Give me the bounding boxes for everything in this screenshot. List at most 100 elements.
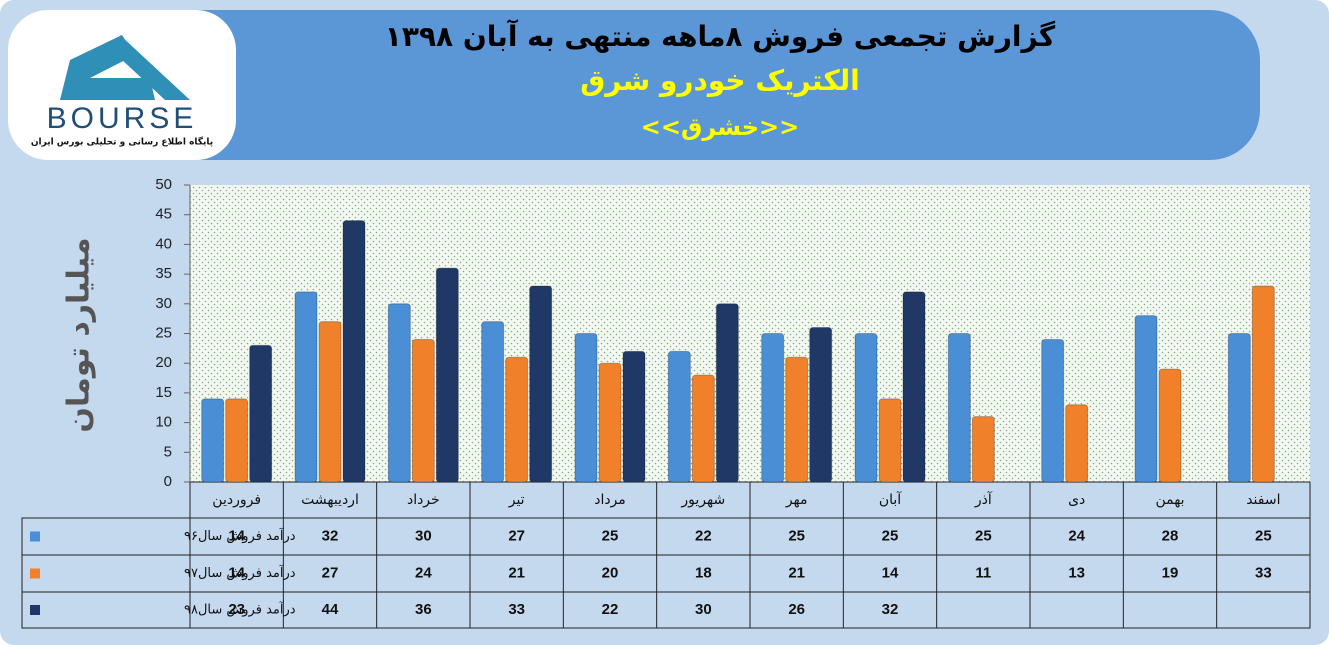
- bar: [902, 291, 926, 483]
- logo-text: BOURSE: [47, 102, 198, 135]
- bar: [411, 338, 435, 483]
- legend-label: درآمد فروش سال۹۸: [184, 601, 296, 618]
- table-cell: 33: [1255, 564, 1272, 581]
- table-cell: 27: [322, 564, 339, 581]
- bar: [667, 350, 691, 483]
- legend-label: درآمد فروش سال۹۶: [184, 527, 296, 544]
- table-cell: 25: [602, 527, 619, 544]
- legend-label: درآمد فروش سال۹۷: [184, 564, 296, 581]
- x-tick-label: اردیبهشت: [301, 492, 359, 508]
- x-tick-label: دی: [1068, 492, 1085, 508]
- table-cell: 21: [788, 564, 805, 581]
- table-cell: 26: [788, 601, 805, 618]
- logo-mark: [120, 35, 190, 100]
- bar: [294, 291, 318, 483]
- bar: [947, 333, 971, 483]
- table-cell: 22: [695, 527, 712, 544]
- bar: [1134, 315, 1158, 483]
- bar: [481, 321, 505, 483]
- table-cell: 33: [508, 601, 525, 618]
- chart-title: گزارش تجمعی فروش ۸ماهه منتهی به آبان ۱۳۹…: [385, 19, 1056, 53]
- x-tick-label: تیر: [508, 492, 525, 508]
- chart-subtitle: الکتریک خودرو شرق: [580, 64, 860, 97]
- table-cell: 30: [695, 601, 712, 618]
- legend-swatch: [30, 605, 40, 615]
- table-cell: 25: [882, 527, 899, 544]
- bar: [971, 416, 995, 483]
- x-tick-label: مهر: [785, 492, 808, 508]
- bar: [1158, 368, 1182, 483]
- table-cell: 14: [228, 527, 245, 544]
- bar: [878, 398, 902, 483]
- table-cell: 23: [228, 601, 245, 618]
- bar: [435, 267, 459, 483]
- table-cell: 32: [882, 601, 899, 618]
- y-tick-label: 10: [155, 414, 172, 431]
- y-tick-label: 45: [155, 206, 172, 223]
- y-tick-label: 40: [155, 235, 172, 252]
- table-cell: 21: [508, 564, 525, 581]
- bar: [809, 327, 833, 483]
- legend-swatch: [30, 531, 40, 542]
- table-cell: 14: [882, 564, 899, 581]
- bar: [529, 285, 553, 483]
- table-cell: 24: [1068, 527, 1085, 544]
- y-tick-label: 20: [155, 354, 172, 371]
- y-tick-label: 5: [164, 443, 172, 460]
- y-tick-label: 30: [155, 295, 172, 312]
- table-cell: 32: [322, 527, 339, 544]
- table-cell: 30: [415, 527, 432, 544]
- x-tick-label: شهریور: [680, 492, 725, 508]
- table-cell: 22: [602, 601, 619, 618]
- bar: [225, 398, 249, 483]
- x-tick-label: خرداد: [407, 492, 440, 508]
- bar: [387, 303, 411, 483]
- table-cell: 28: [1162, 527, 1179, 544]
- bar: [598, 362, 622, 483]
- bar: [505, 356, 529, 483]
- header-band: [150, 10, 1260, 160]
- table-cell: 25: [788, 527, 805, 544]
- x-tick-label: آبان: [879, 491, 902, 508]
- x-tick-label: فروردین: [212, 492, 261, 508]
- bar: [761, 333, 785, 483]
- table-cell: 19: [1162, 564, 1179, 581]
- bar: [1065, 404, 1089, 483]
- bar: [574, 333, 598, 483]
- table-cell: 14: [228, 564, 245, 581]
- x-tick-label: آذر: [974, 491, 993, 508]
- x-tick-label: بهمن: [1155, 492, 1184, 508]
- x-tick-label: مرداد: [594, 492, 626, 508]
- y-axis-label: میلیارد تومان: [62, 237, 97, 432]
- table-cell: 44: [322, 601, 339, 618]
- bar: [342, 220, 366, 483]
- table-cell: 13: [1068, 564, 1085, 581]
- bar: [1251, 285, 1275, 483]
- table-cell: 25: [1255, 527, 1272, 544]
- symbol: <<خشرق>>: [641, 113, 800, 141]
- table-cell: 27: [508, 527, 525, 544]
- plot-area: [190, 185, 1310, 482]
- y-tick-label: 15: [155, 384, 172, 401]
- table-cell: 36: [415, 601, 432, 618]
- table-cell: 20: [602, 564, 619, 581]
- y-tick-label: 0: [164, 473, 172, 490]
- bar: [715, 303, 739, 483]
- bar: [854, 333, 878, 483]
- table-cell: 11: [975, 564, 991, 581]
- bar: [691, 374, 715, 483]
- y-tick-label: 25: [155, 324, 172, 341]
- bar: [622, 350, 646, 483]
- table-cell: 18: [695, 564, 712, 581]
- bar: [201, 398, 225, 483]
- table-cell: 24: [415, 564, 432, 581]
- bar: [249, 344, 273, 483]
- logo-subtext: پایگاه اطلاع رسانی و تحلیلی بورس ایران: [31, 136, 213, 148]
- bar: [785, 356, 809, 483]
- y-tick-label: 50: [155, 176, 172, 193]
- table-cell: 25: [975, 527, 992, 544]
- bar: [318, 321, 342, 483]
- bar: [1041, 338, 1065, 483]
- bar: [1227, 333, 1251, 483]
